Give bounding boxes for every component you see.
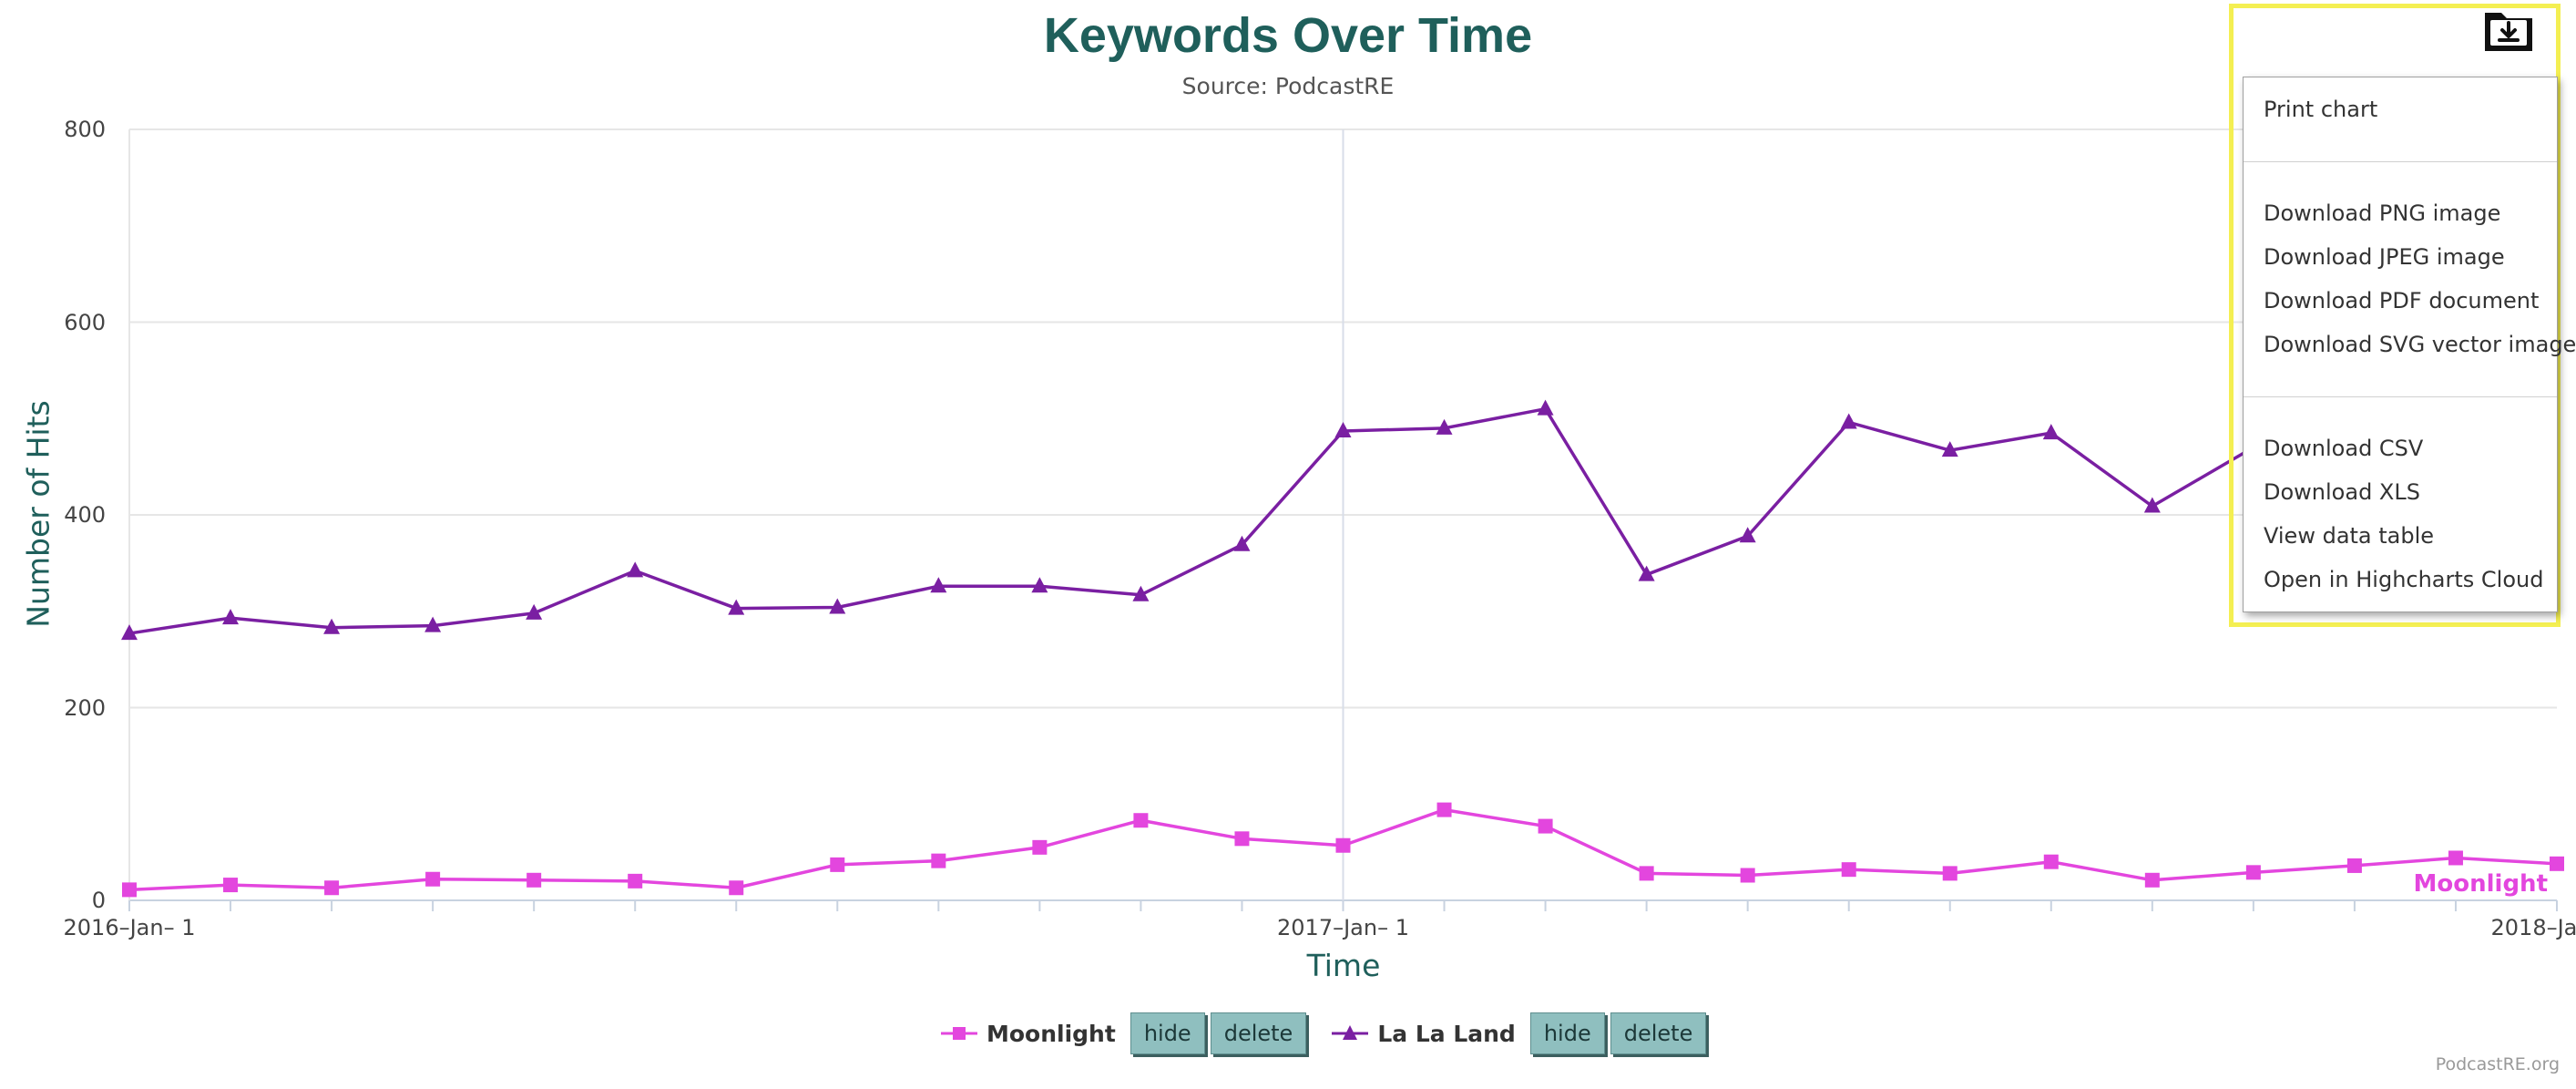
menu-item-download-pdf[interactable]: Download PDF document (2264, 288, 2540, 313)
data-point-moonlight (526, 872, 542, 888)
y-tick-label: 600 (64, 309, 106, 335)
y-tick-label: 400 (64, 502, 106, 528)
data-point-la-la-land (829, 598, 846, 614)
menu-item-download-jpeg[interactable]: Download JPEG image (2264, 244, 2505, 270)
menu-item-download-svg[interactable]: Download SVG vector image (2264, 332, 2576, 357)
data-point-la-la-land (1031, 577, 1048, 593)
data-point-moonlight (1032, 839, 1048, 855)
data-point-moonlight (931, 853, 946, 868)
data-point-la-la-land (121, 624, 138, 641)
data-point-moonlight (2448, 850, 2463, 866)
x-tick-label: 2017–Jan– 1 (1277, 915, 1409, 940)
data-point-moonlight (223, 878, 239, 893)
data-point-moonlight (122, 882, 137, 898)
data-point-moonlight (830, 857, 845, 872)
data-point-moonlight (628, 873, 643, 889)
menu-separator (2244, 161, 2557, 162)
data-point-la-la-land (1941, 441, 1958, 457)
data-point-moonlight (2346, 858, 2362, 873)
legend-symbol-la-la-land (1332, 1025, 1369, 1040)
download-icon[interactable] (2481, 7, 2536, 55)
x-axis-label: Time (1306, 948, 1381, 983)
data-point-la-la-land (1739, 527, 1756, 543)
series-markers (121, 399, 2564, 898)
data-point-moonlight (1133, 813, 1149, 828)
data-point-moonlight (1335, 837, 1351, 853)
data-point-la-la-land (930, 577, 947, 593)
chart-title: Keywords Over Time (1043, 8, 1533, 63)
legend-item-la-la-land[interactable]: La La Land hide delete (1332, 1012, 1707, 1054)
data-point-moonlight (2144, 872, 2160, 888)
data-point-moonlight (2245, 865, 2261, 880)
export-menu: Print chart Download PNG image Download … (2243, 77, 2576, 612)
x-tick-label: 2016–Jan– 1 (63, 915, 196, 940)
data-point-la-la-land (1436, 418, 1453, 435)
data-point-moonlight (1942, 866, 1958, 881)
menu-item-download-csv[interactable]: Download CSV (2264, 436, 2424, 461)
data-point-la-la-land (1638, 565, 1655, 581)
data-point-la-la-land (2143, 497, 2161, 513)
data-point-moonlight (1234, 831, 1250, 847)
data-point-moonlight (2550, 856, 2564, 871)
menu-item-open-highcharts-cloud[interactable]: Open in Highcharts Cloud (2264, 567, 2544, 592)
delete-la-la-land-button[interactable]: delete (1610, 1012, 1707, 1054)
data-point-moonlight (1436, 802, 1452, 817)
y-tick-label: 800 (64, 117, 106, 142)
data-point-la-la-land (1840, 413, 1857, 429)
hide-moonlight-button[interactable]: hide (1130, 1012, 1205, 1054)
x-tick-label: 2018–Jan– 1 (2490, 915, 2576, 940)
legend-item-moonlight[interactable]: Moonlight hide delete (941, 1012, 1307, 1054)
grid-lines (128, 128, 2558, 911)
hide-la-la-land-button[interactable]: hide (1529, 1012, 1605, 1054)
data-point-la-la-land (728, 599, 745, 615)
credits-link[interactable]: PodcastRE.org (2435, 1054, 2560, 1074)
series-end-label-moonlight: Moonlight (2413, 870, 2548, 898)
data-point-moonlight (1740, 868, 1755, 883)
data-point-moonlight (1538, 818, 1553, 834)
data-point-moonlight (729, 880, 744, 896)
data-point-la-la-land (424, 616, 442, 632)
menu-item-view-data-table[interactable]: View data table (2264, 523, 2435, 549)
legend-label-la-la-land: La La Land (1377, 1020, 1516, 1047)
data-point-la-la-land (2042, 424, 2060, 440)
data-point-moonlight (1841, 862, 1856, 878)
menu-item-download-png[interactable]: Download PNG image (2264, 200, 2501, 226)
data-point-la-la-land (222, 609, 240, 625)
data-point-la-la-land (1132, 585, 1150, 601)
data-point-la-la-land (627, 561, 644, 578)
series-line-la-la-land (128, 406, 2254, 635)
menu-separator (2244, 396, 2557, 397)
data-point-moonlight (1639, 866, 1654, 881)
data-point-la-la-land (526, 603, 543, 620)
y-tick-label: 0 (91, 888, 106, 913)
data-point-la-la-land (1537, 399, 1554, 416)
y-tick-label: 200 (64, 694, 106, 721)
highlight-frame (2229, 4, 2561, 627)
legend-symbol-moonlight (941, 1027, 977, 1040)
delete-moonlight-button[interactable]: delete (1210, 1012, 1307, 1054)
legend: Moonlight hide delete La La Land hide de… (941, 1012, 1732, 1055)
menu-item-download-xls[interactable]: Download XLS (2264, 479, 2420, 505)
data-point-moonlight (324, 880, 340, 896)
legend-label-moonlight: Moonlight (986, 1020, 1116, 1047)
data-point-la-la-land (1233, 535, 1251, 551)
chart-subtitle: Source: PodcastRE (1181, 73, 1395, 99)
data-point-moonlight (425, 871, 441, 887)
menu-item-print-chart[interactable]: Print chart (2264, 97, 2378, 122)
data-point-la-la-land (1334, 421, 1352, 437)
data-point-la-la-land (323, 618, 341, 634)
data-point-moonlight (2043, 854, 2059, 869)
